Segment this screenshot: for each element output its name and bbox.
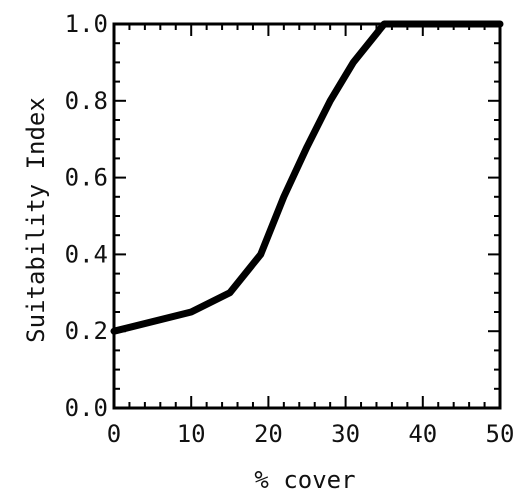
x-tick-label: 0 (107, 420, 121, 448)
y-tick-label: 0.8 (65, 87, 108, 115)
series (110, 20, 504, 335)
x-tick-label: 30 (331, 420, 360, 448)
x-tick-label: 10 (177, 420, 206, 448)
axes (112, 22, 502, 410)
y-tick-label: 0.2 (65, 317, 108, 345)
y-tick-label: 0.6 (65, 164, 108, 192)
x-axis-title: % cover (254, 466, 355, 494)
x-tick-label: 40 (408, 420, 437, 448)
ticks (113, 23, 501, 409)
y-tick-label: 0.4 (65, 240, 108, 268)
x-tick-label: 20 (254, 420, 283, 448)
series-line (110, 20, 504, 335)
plot-frame (112, 22, 502, 410)
tick-labels: 0 10 20 30 40 50 0.0 0.2 0.4 0.6 0.8 1.0 (65, 10, 515, 448)
y-tick-label: 1.0 (65, 10, 108, 38)
x-tick-label: 50 (486, 420, 515, 448)
y-tick-label: 0.0 (65, 394, 108, 422)
y-axis-title: Suitability Index (22, 97, 50, 343)
